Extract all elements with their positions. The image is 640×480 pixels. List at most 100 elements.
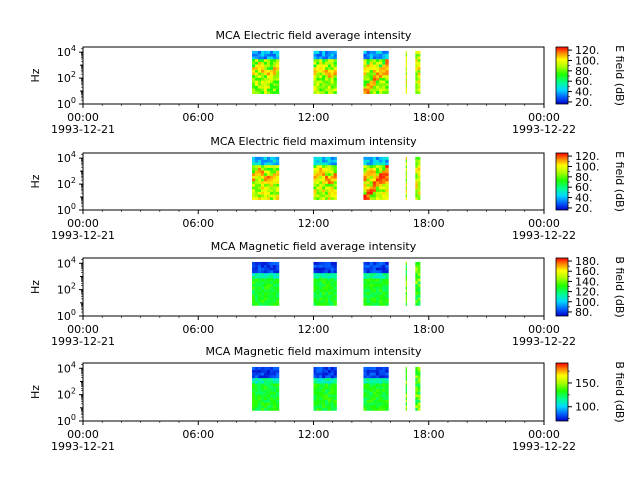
spectrogram-cell (382, 61, 386, 65)
spectrogram-cell (275, 188, 280, 192)
spectrogram-cell (333, 291, 337, 295)
spectrogram-cell (325, 50, 329, 54)
spectrogram-cell (255, 82, 259, 86)
spectrogram-cell (333, 90, 337, 94)
spectrogram-cell (366, 53, 370, 57)
spectrogram-cell (330, 191, 334, 195)
spectrogram-cell (379, 396, 383, 400)
spectrogram-cell (261, 88, 265, 92)
spectrogram-cell (266, 64, 271, 68)
spectrogram-cell (269, 272, 274, 276)
spectrogram-cell (379, 194, 383, 198)
spectrogram-cell (382, 289, 386, 293)
spectrogram-cell (333, 72, 337, 76)
spectrogram-cell (319, 267, 323, 271)
spectrogram-cell (325, 90, 329, 94)
spectrogram-cell (369, 196, 374, 200)
spectrogram-cell (417, 399, 421, 403)
spectrogram-cell (415, 291, 418, 295)
spectrogram-cell (385, 88, 389, 92)
spectrogram-cell (272, 90, 277, 94)
spectrogram-cell (325, 180, 329, 184)
spectrogram-cell (252, 280, 256, 285)
spectrogram-cell (372, 272, 377, 276)
spectrogram-cell (316, 289, 320, 293)
spectrogram-cell (275, 366, 280, 370)
spectrogram-cell (319, 385, 323, 390)
spectrogram-cell (325, 264, 329, 268)
spectrogram-cell (415, 264, 418, 268)
spectrogram-cell (319, 405, 323, 409)
spectrogram-cell (415, 80, 418, 84)
spectrogram-cell (382, 405, 386, 409)
spectrogram-cell (375, 291, 380, 295)
spectrogram-cell (266, 300, 271, 304)
spectrogram-cell (366, 388, 370, 392)
spectrogram-cell (313, 170, 317, 174)
spectrogram-cell (379, 278, 383, 282)
spectrogram-cell (316, 183, 320, 187)
spectrogram-cell (263, 407, 268, 411)
spectrogram-cell (275, 402, 280, 406)
spectrogram-cell (252, 366, 256, 370)
spectrogram-cell (252, 300, 256, 304)
x-date-label: 1993-12-22 (512, 440, 576, 453)
spectrogram-cell (322, 156, 326, 160)
spectrogram-cell (333, 280, 337, 285)
spectrogram-cell (385, 64, 389, 68)
spectrogram-cell (261, 280, 265, 285)
spectrogram-cell (322, 380, 326, 384)
spectrogram-cell (369, 88, 374, 92)
spectrogram-cell (327, 167, 332, 171)
spectrogram-cell (319, 396, 323, 400)
spectrogram-cell (272, 159, 277, 163)
spectrogram-cell (272, 297, 277, 301)
spectrogram-cell (322, 178, 326, 182)
spectrogram-cell (316, 53, 320, 57)
spectrogram-cell (366, 162, 370, 166)
spectrogram-cell (405, 294, 407, 298)
spectrogram-cell (369, 275, 374, 279)
spectrogram-cell (269, 280, 274, 285)
spectrogram-cell (258, 402, 262, 406)
spectrogram-cell (366, 90, 370, 94)
spectrogram-cell (327, 291, 332, 295)
spectrogram-cell (322, 302, 326, 306)
x-tick-label: 12:00 (298, 217, 330, 230)
spectrogram-cell (272, 183, 277, 187)
spectrogram-cell (369, 64, 374, 68)
spectrogram-cell (255, 175, 259, 179)
spectrogram-cell (255, 196, 259, 200)
spectrogram-cell (313, 388, 317, 392)
spectrogram-cell (415, 159, 418, 163)
spectrogram-cell (369, 267, 374, 271)
spectrogram-cell (363, 300, 367, 304)
spectrogram-cell (415, 82, 418, 86)
spectrogram-cell (275, 80, 280, 84)
spectrogram-cell (263, 402, 268, 406)
spectrogram-cell (382, 372, 386, 376)
spectrogram-cell (316, 278, 320, 282)
spectrogram-cell (385, 61, 389, 65)
spectrogram-cell (379, 399, 383, 403)
spectrogram-cell (252, 56, 256, 60)
spectrogram-cell (325, 191, 329, 195)
spectrogram-cell (382, 394, 386, 398)
spectrogram-cell (417, 377, 421, 381)
spectrogram-cell (375, 278, 380, 282)
spectrogram-cell (327, 196, 332, 200)
colorbar-tick-label: 150. (575, 377, 600, 390)
spectrogram-cell (375, 375, 380, 379)
spectrogram-cell (369, 85, 374, 89)
spectrogram-cell (322, 188, 326, 192)
spectrogram-block (252, 261, 280, 306)
spectrogram-cell (319, 372, 323, 376)
spectrogram-cell (415, 58, 418, 62)
x-tick-label: 00:00 (67, 323, 99, 336)
spectrogram-cell (327, 90, 332, 94)
spectrogram-cell (275, 88, 280, 92)
spectrogram-cell (263, 405, 268, 409)
spectrogram-cell (366, 399, 370, 403)
spectrogram-cell (385, 383, 389, 387)
spectrogram-cell (255, 283, 259, 287)
